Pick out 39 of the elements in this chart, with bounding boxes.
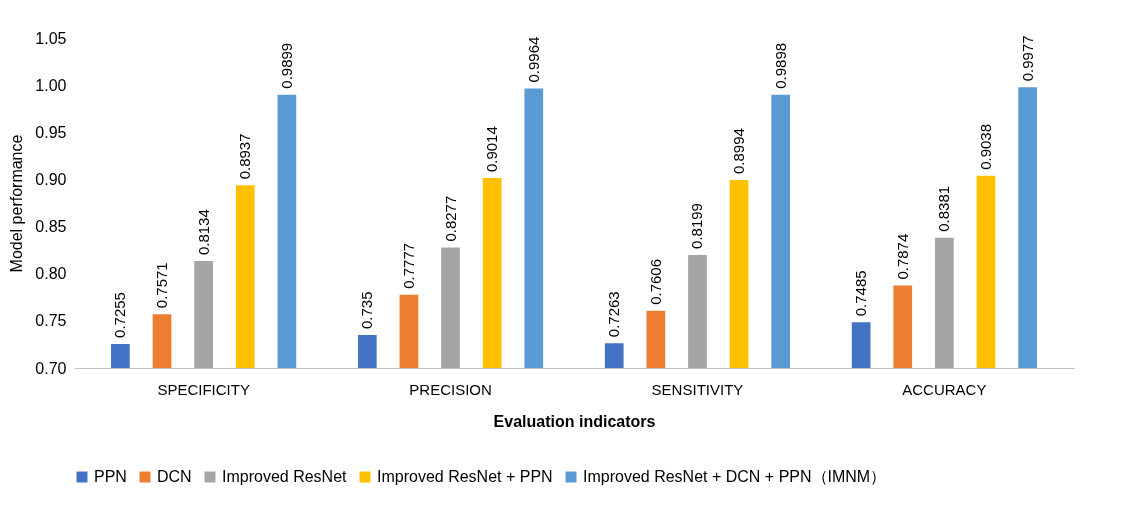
- x-tick-label: ACCURACY: [902, 380, 987, 398]
- y-tick-label: 1.05: [35, 29, 67, 47]
- data-label: 0.7263: [605, 291, 623, 338]
- legend-label: Improved ResNet: [222, 468, 348, 485]
- data-label: 0.9038: [976, 123, 994, 170]
- data-label: 0.8937: [236, 133, 254, 180]
- y-tick-label: 0.75: [35, 312, 67, 330]
- y-tick-label: 1.00: [35, 76, 67, 94]
- data-label: 0.7571: [153, 262, 171, 309]
- data-label: 0.7777: [399, 242, 417, 289]
- data-label: 0.8134: [194, 209, 212, 256]
- y-tick-label: 0.70: [35, 359, 67, 377]
- data-label: 0.8199: [688, 203, 706, 249]
- data-label: 0.7255: [111, 292, 129, 338]
- legend-label: Improved ResNet + DCN + PPN（IMNM）: [583, 468, 887, 485]
- data-label: 0.8381: [935, 185, 953, 232]
- data-label: 0.7874: [893, 233, 911, 280]
- y-tick-label: 0.90: [35, 170, 67, 188]
- data-label: 0.8994: [730, 128, 748, 174]
- x-tick-label: SENSITIVITY: [651, 380, 744, 398]
- data-label: 0.9964: [524, 36, 542, 83]
- data-label: 0.735: [358, 291, 376, 329]
- data-label: 0.8277: [441, 195, 459, 242]
- legend-label: DCN: [157, 468, 192, 485]
- y-tick-label: 0.80: [35, 265, 67, 283]
- x-axis-title: Evaluation indicators: [493, 412, 656, 430]
- data-label: 0.7606: [646, 258, 664, 305]
- y-tick-label: 0.95: [35, 123, 67, 141]
- x-tick-label: PRECISION: [409, 380, 492, 398]
- legend-label: PPN: [94, 468, 127, 485]
- y-axis-title: Model performance: [8, 134, 26, 273]
- data-label: 0.7485: [852, 270, 870, 317]
- legend-label: Improved ResNet + PPN: [377, 468, 553, 485]
- data-label: 0.9977: [1018, 35, 1036, 82]
- data-label: 0.9014: [483, 126, 501, 173]
- x-tick-label: SPECIFICITY: [157, 380, 250, 398]
- data-label: 0.9898: [771, 42, 789, 89]
- y-tick-label: 0.85: [35, 218, 67, 236]
- data-label: 0.9899: [277, 42, 295, 89]
